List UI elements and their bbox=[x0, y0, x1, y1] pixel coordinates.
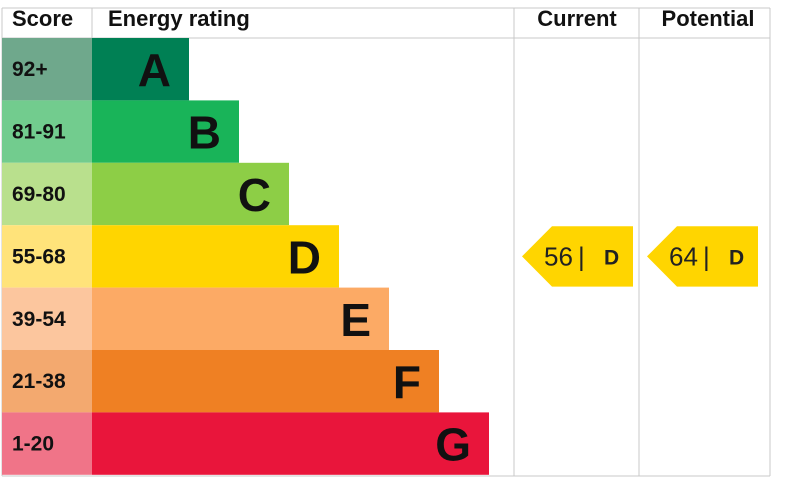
rating-bar bbox=[92, 287, 389, 350]
rating-letter: G bbox=[435, 419, 471, 471]
arrow-separator: | bbox=[578, 241, 585, 271]
arrow-value: 64 bbox=[669, 241, 698, 271]
arrow-shape bbox=[647, 226, 758, 287]
band-e: 39-54 E bbox=[2, 287, 389, 350]
header-potential: Potential bbox=[662, 6, 755, 31]
band-a: 92+ A bbox=[2, 38, 189, 101]
rating-bar bbox=[92, 225, 339, 288]
rating-letter: E bbox=[340, 294, 371, 346]
score-cell bbox=[2, 225, 92, 288]
score-range-label: 55-68 bbox=[12, 245, 66, 268]
score-range-label: 81-91 bbox=[12, 121, 66, 144]
band-d: 55-68 D bbox=[2, 225, 339, 288]
rating-bar bbox=[92, 100, 239, 163]
rating-letter: F bbox=[393, 356, 421, 408]
score-range-label: 69-80 bbox=[12, 183, 66, 206]
arrow-letter: D bbox=[604, 246, 619, 269]
header-energy-rating: Energy rating bbox=[108, 6, 250, 31]
score-cell bbox=[2, 38, 92, 101]
rating-letter: D bbox=[288, 231, 321, 283]
score-cell bbox=[2, 100, 92, 163]
arrow-shape bbox=[522, 226, 633, 287]
arrow-letter: D bbox=[729, 246, 744, 269]
rating-bands: 92+ A 81-91 B 69-80 C 55-68 D 39-54 E 21-38 F 1-20 G bbox=[2, 38, 489, 475]
arrow-separator: | bbox=[703, 241, 710, 271]
rating-arrows: 56 | D 64 | D bbox=[522, 226, 758, 287]
score-range-label: 1-20 bbox=[12, 433, 54, 456]
header-score: Score bbox=[12, 6, 73, 31]
band-g: 1-20 G bbox=[2, 412, 489, 475]
rating-letter: C bbox=[238, 169, 271, 221]
band-f: 21-38 F bbox=[2, 350, 439, 413]
rating-bar bbox=[92, 412, 489, 475]
rating-bar bbox=[92, 38, 189, 101]
rating-bar bbox=[92, 162, 289, 226]
band-b: 81-91 B bbox=[2, 100, 239, 163]
current-rating-arrow: 56 | D bbox=[522, 226, 633, 287]
score-cell bbox=[2, 162, 92, 226]
band-c: 69-80 C bbox=[2, 162, 289, 226]
score-range-label: 39-54 bbox=[12, 308, 66, 331]
score-cell bbox=[2, 287, 92, 350]
potential-rating-arrow: 64 | D bbox=[647, 226, 758, 287]
score-range-label: 92+ bbox=[12, 58, 48, 81]
column-headers: Score Energy rating Current Potential bbox=[12, 6, 754, 31]
score-cell bbox=[2, 412, 92, 475]
arrow-value: 56 bbox=[544, 241, 573, 271]
rating-letter: B bbox=[188, 107, 221, 159]
score-range-label: 21-38 bbox=[12, 370, 66, 393]
header-current: Current bbox=[537, 6, 617, 31]
rating-bar bbox=[92, 350, 439, 413]
rating-letter: A bbox=[138, 44, 171, 96]
score-cell bbox=[2, 350, 92, 413]
